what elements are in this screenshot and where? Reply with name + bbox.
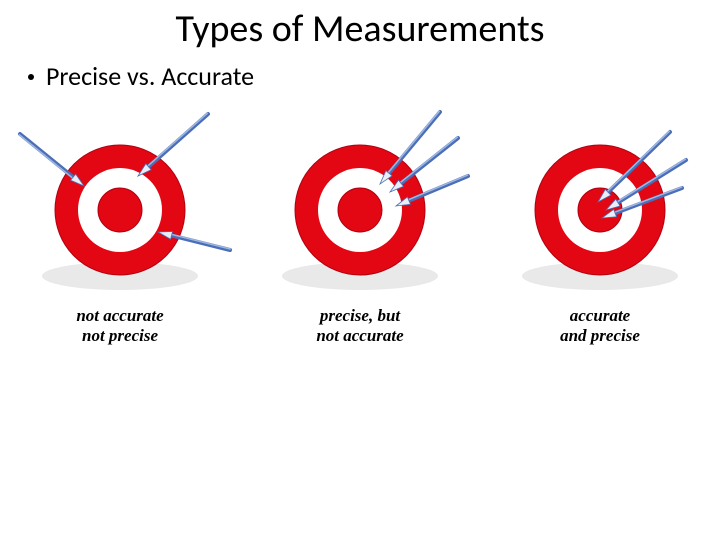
target-block: not accuratenot precise (10, 120, 230, 347)
targets-row: not accuratenot preciseprecise, butnot a… (0, 120, 720, 380)
target-caption: accurateand precise (490, 306, 710, 347)
caption-line: not precise (10, 326, 230, 346)
target-caption: precise, butnot accurate (250, 306, 470, 347)
bullet-text: Precise vs. Accurate (46, 60, 254, 92)
caption-line: not accurate (10, 306, 230, 326)
slide: Types of Measurements Precise vs. Accura… (0, 0, 720, 540)
caption-line: precise, but (250, 306, 470, 326)
target-block: precise, butnot accurate (250, 120, 470, 347)
target-icon (270, 120, 450, 300)
target-icon (30, 120, 210, 300)
caption-line: and precise (490, 326, 710, 346)
target-caption: not accuratenot precise (10, 306, 230, 347)
target-icon (510, 120, 690, 300)
target-block: accurateand precise (490, 120, 710, 347)
slide-title: Types of Measurements (0, 6, 720, 52)
caption-line: accurate (490, 306, 710, 326)
bullet-icon (28, 74, 34, 80)
caption-line: not accurate (250, 326, 470, 346)
bullet-line: Precise vs. Accurate (28, 60, 254, 92)
